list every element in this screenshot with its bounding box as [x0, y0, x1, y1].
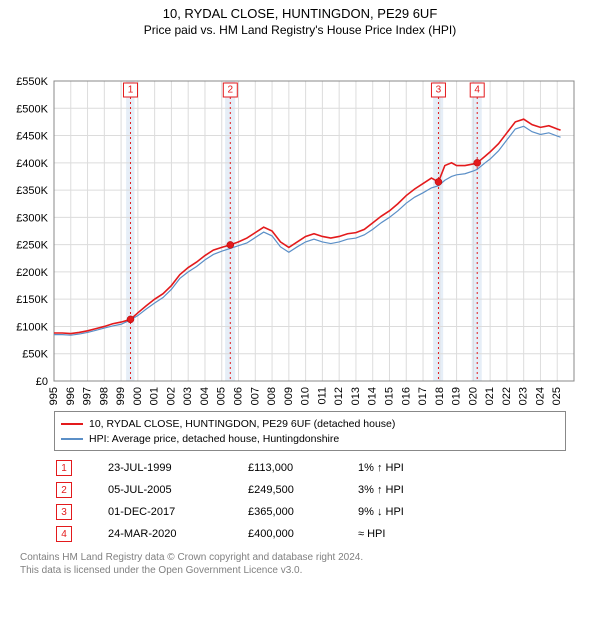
svg-text:3: 3: [436, 85, 442, 96]
titles: 10, RYDAL CLOSE, HUNTINGDON, PE29 6UF Pr…: [0, 0, 600, 37]
svg-text:2013: 2013: [350, 387, 362, 405]
svg-text:2006: 2006: [233, 387, 245, 405]
svg-text:1996: 1996: [65, 387, 77, 405]
svg-text:£400K: £400K: [16, 158, 48, 170]
svg-text:2004: 2004: [199, 387, 211, 405]
transaction-delta: ≈ HPI: [358, 528, 468, 540]
svg-text:£200K: £200K: [16, 267, 48, 279]
transaction-marker: 4: [56, 526, 72, 542]
svg-text:4: 4: [474, 85, 480, 96]
svg-text:2008: 2008: [266, 387, 278, 405]
svg-text:2000: 2000: [132, 387, 144, 405]
svg-text:1997: 1997: [82, 387, 94, 405]
svg-text:1: 1: [128, 85, 134, 96]
transaction-marker: 3: [56, 504, 72, 520]
transaction-row: 2 05-JUL-2005£249,5003% ↑ HPI: [46, 479, 566, 501]
transaction-date: 01-DEC-2017: [108, 506, 248, 518]
svg-text:£500K: £500K: [16, 103, 48, 115]
legend-item: HPI: Average price, detached house, Hunt…: [61, 431, 559, 446]
svg-text:2020: 2020: [467, 387, 479, 405]
svg-text:2003: 2003: [182, 387, 194, 405]
transaction-marker: 2: [56, 482, 72, 498]
svg-text:2023: 2023: [518, 387, 530, 405]
svg-text:2011: 2011: [316, 387, 328, 405]
svg-text:£450K: £450K: [16, 131, 48, 143]
transaction-delta: 1% ↑ HPI: [358, 462, 468, 474]
transaction-price: £400,000: [248, 528, 358, 540]
svg-text:£0: £0: [36, 376, 48, 388]
legend-swatch: [61, 423, 83, 425]
title-sub: Price paid vs. HM Land Registry's House …: [0, 23, 600, 37]
transaction-delta: 3% ↑ HPI: [358, 484, 468, 496]
svg-text:2: 2: [228, 85, 234, 96]
svg-text:£300K: £300K: [16, 212, 48, 224]
svg-text:2021: 2021: [484, 387, 496, 405]
transaction-date: 05-JUL-2005: [108, 484, 248, 496]
svg-text:2002: 2002: [165, 387, 177, 405]
svg-text:£100K: £100K: [16, 321, 48, 333]
transaction-row: 3 01-DEC-2017£365,0009% ↓ HPI: [46, 501, 566, 523]
svg-text:2012: 2012: [333, 387, 345, 405]
svg-text:2016: 2016: [400, 387, 412, 405]
svg-text:£150K: £150K: [16, 294, 48, 306]
svg-text:2019: 2019: [451, 387, 463, 405]
legend-label: 10, RYDAL CLOSE, HUNTINGDON, PE29 6UF (d…: [89, 418, 395, 430]
svg-text:£50K: £50K: [22, 349, 48, 361]
transaction-date: 24-MAR-2020: [108, 528, 248, 540]
footer: Contains HM Land Registry data © Crown c…: [20, 551, 580, 577]
svg-text:2018: 2018: [434, 387, 446, 405]
svg-text:1995: 1995: [48, 387, 60, 405]
svg-text:2005: 2005: [216, 387, 228, 405]
footer-line2: This data is licensed under the Open Gov…: [20, 564, 580, 577]
title-main: 10, RYDAL CLOSE, HUNTINGDON, PE29 6UF: [0, 6, 600, 21]
legend-swatch: [61, 438, 83, 440]
svg-text:2009: 2009: [283, 387, 295, 405]
svg-text:1999: 1999: [115, 387, 127, 405]
transaction-price: £249,500: [248, 484, 358, 496]
svg-text:2024: 2024: [534, 387, 546, 405]
svg-text:1998: 1998: [98, 387, 110, 405]
footer-line1: Contains HM Land Registry data © Crown c…: [20, 551, 580, 564]
transaction-row: 1 23-JUL-1999£113,0001% ↑ HPI: [46, 457, 566, 479]
legend: 10, RYDAL CLOSE, HUNTINGDON, PE29 6UF (d…: [54, 411, 566, 451]
svg-text:2017: 2017: [417, 387, 429, 405]
transaction-delta: 9% ↓ HPI: [358, 506, 468, 518]
svg-text:2001: 2001: [149, 387, 161, 405]
svg-text:2022: 2022: [501, 387, 513, 405]
transaction-date: 23-JUL-1999: [108, 462, 248, 474]
transaction-row: 4 24-MAR-2020£400,000≈ HPI: [46, 523, 566, 545]
transaction-price: £113,000: [248, 462, 358, 474]
legend-item: 10, RYDAL CLOSE, HUNTINGDON, PE29 6UF (d…: [61, 416, 559, 431]
line-chart: £0 £50K £100K £150K £200K £250K £300K £350K £400…: [0, 37, 600, 405]
svg-text:2007: 2007: [249, 387, 261, 405]
svg-text:£350K: £350K: [16, 185, 48, 197]
transaction-price: £365,000: [248, 506, 358, 518]
svg-text:2015: 2015: [383, 387, 395, 405]
svg-text:£250K: £250K: [16, 240, 48, 252]
transaction-marker: 1: [56, 460, 72, 476]
svg-text:2025: 2025: [551, 387, 563, 405]
legend-label: HPI: Average price, detached house, Hunt…: [89, 433, 339, 445]
transactions-table: 1 23-JUL-1999£113,0001% ↑ HPI 2 05-JUL-2005…: [46, 457, 566, 545]
svg-text:2010: 2010: [300, 387, 312, 405]
svg-text:2014: 2014: [367, 387, 379, 405]
chart-container: 10, RYDAL CLOSE, HUNTINGDON, PE29 6UF Pr…: [0, 0, 600, 577]
svg-text:£550K: £550K: [16, 76, 48, 88]
